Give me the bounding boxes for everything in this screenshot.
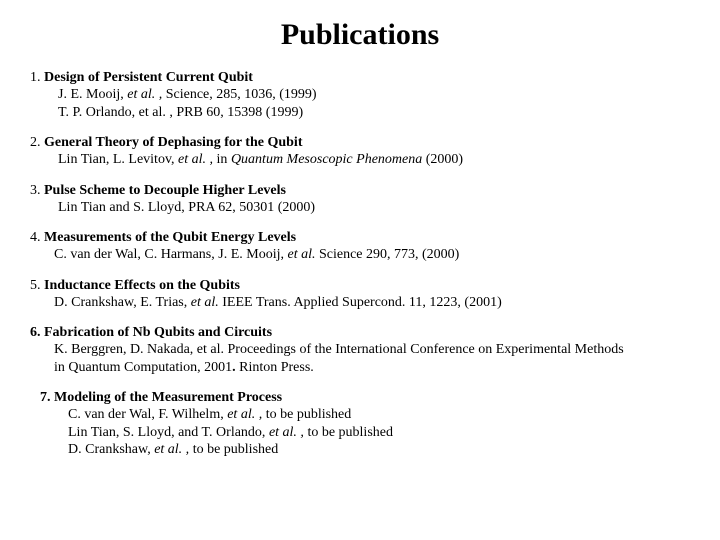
- entry-title: 1. Design of Persistent Current Qubit: [30, 70, 690, 86]
- ref-line: C. van der Wal, C. Harmans, J. E. Mooij,…: [54, 246, 690, 264]
- ref-line: D. Crankshaw, et al. , to be published: [68, 441, 690, 459]
- entry-refs: Lin Tian and S. Lloyd, PRA 62, 50301 (20…: [30, 199, 690, 217]
- entry-refs: J. E. Mooij, et al. , Science, 285, 1036…: [30, 86, 690, 121]
- entry-heading: Measurements of the Qubit Energy Levels: [44, 230, 296, 245]
- entry-number: 1.: [30, 70, 41, 85]
- ref-line: T. P. Orlando, et al. , PRB 60, 15398 (1…: [58, 104, 690, 122]
- ref-line: Lin Tian and S. Lloyd, PRA 62, 50301 (20…: [58, 199, 690, 217]
- entry-refs: C. van der Wal, F. Wilhelm, et al. , to …: [30, 406, 690, 459]
- entry-3: 3. Pulse Scheme to Decouple Higher Level…: [30, 183, 690, 217]
- ref-line: Lin Tian, L. Levitov, et al. , in Quantu…: [58, 151, 690, 169]
- entry-6: 6. Fabrication of Nb Qubits and Circuits…: [30, 325, 690, 376]
- entry-4: 4. Measurements of the Qubit Energy Leve…: [30, 230, 690, 264]
- ref-line: D. Crankshaw, E. Trias, et al. IEEE Tran…: [54, 294, 690, 312]
- entry-2: 2. General Theory of Dephasing for the Q…: [30, 135, 690, 169]
- ref-line: C. van der Wal, F. Wilhelm, et al. , to …: [68, 406, 690, 424]
- entry-title: 5. Inductance Effects on the Qubits: [30, 278, 690, 294]
- entry-refs: D. Crankshaw, E. Trias, et al. IEEE Tran…: [30, 294, 690, 312]
- entry-refs: C. van der Wal, C. Harmans, J. E. Mooij,…: [30, 246, 690, 264]
- entry-number: 4.: [30, 230, 41, 245]
- entry-5: 5. Inductance Effects on the QubitsD. Cr…: [30, 278, 690, 312]
- publications-slide: Publications 1. Design of Persistent Cur…: [0, 0, 720, 540]
- entries-list: 1. Design of Persistent Current QubitJ. …: [30, 70, 690, 459]
- entry-title: 4. Measurements of the Qubit Energy Leve…: [30, 230, 690, 246]
- entry-1: 1. Design of Persistent Current QubitJ. …: [30, 70, 690, 121]
- entry-number: 3.: [30, 183, 41, 198]
- entry-number: 5.: [30, 278, 41, 293]
- entry-heading: Inductance Effects on the Qubits: [44, 278, 240, 293]
- entry-heading: General Theory of Dephasing for the Qubi…: [44, 135, 303, 150]
- entry-title: 2. General Theory of Dephasing for the Q…: [30, 135, 690, 151]
- page-title: Publications: [30, 18, 690, 52]
- entry-number: 7.: [40, 390, 51, 405]
- entry-heading: Design of Persistent Current Qubit: [44, 70, 253, 85]
- entry-number: 6.: [30, 325, 41, 340]
- ref-line: Lin Tian, S. Lloyd, and T. Orlando, et a…: [68, 424, 690, 442]
- entry-refs: K. Berggren, D. Nakada, et al. Proceedin…: [30, 341, 690, 376]
- ref-line: K. Berggren, D. Nakada, et al. Proceedin…: [54, 341, 690, 359]
- entry-title: 7. Modeling of the Measurement Process: [30, 390, 690, 406]
- entry-7: 7. Modeling of the Measurement ProcessC.…: [30, 390, 690, 459]
- entry-title: 3. Pulse Scheme to Decouple Higher Level…: [30, 183, 690, 199]
- entry-heading: Fabrication of Nb Qubits and Circuits: [44, 325, 272, 340]
- entry-heading: Pulse Scheme to Decouple Higher Levels: [44, 183, 286, 198]
- ref-line: J. E. Mooij, et al. , Science, 285, 1036…: [58, 86, 690, 104]
- entry-number: 2.: [30, 135, 41, 150]
- ref-line: in Quantum Computation, 2001. Rinton Pre…: [54, 359, 690, 377]
- entry-refs: Lin Tian, L. Levitov, et al. , in Quantu…: [30, 151, 690, 169]
- entry-title: 6. Fabrication of Nb Qubits and Circuits: [30, 325, 690, 341]
- entry-heading: Modeling of the Measurement Process: [54, 390, 282, 405]
